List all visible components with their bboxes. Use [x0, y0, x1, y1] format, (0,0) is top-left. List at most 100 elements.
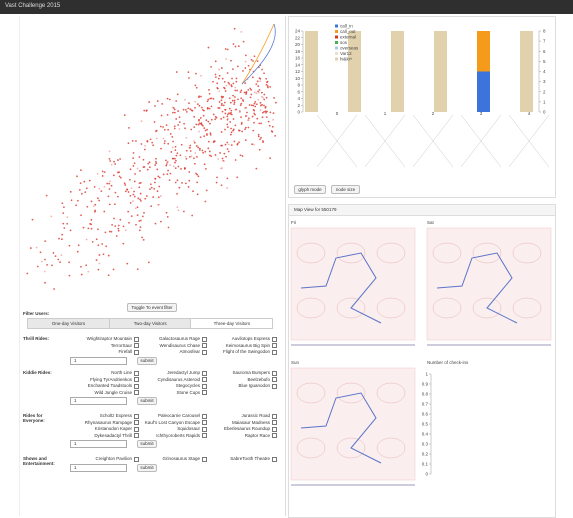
point — [240, 123, 243, 125]
checkbox[interactable] — [133, 336, 139, 342]
point — [108, 203, 111, 206]
checkbox[interactable] — [201, 336, 207, 342]
checkbox[interactable] — [271, 349, 277, 355]
y2-tick-label: 5 — [543, 59, 546, 64]
checkbox[interactable] — [271, 420, 277, 425]
checkbox[interactable] — [133, 377, 139, 382]
point — [224, 48, 227, 50]
checkbox[interactable] — [271, 426, 277, 432]
point — [261, 68, 264, 71]
point — [59, 261, 61, 264]
point — [83, 180, 86, 183]
point — [220, 99, 223, 102]
map-area — [376, 297, 406, 319]
point — [230, 84, 233, 87]
checkbox[interactable] — [133, 426, 139, 432]
point — [212, 141, 215, 144]
submit-button[interactable]: submit — [137, 397, 157, 405]
point — [214, 60, 217, 63]
submit-button[interactable]: submit — [137, 356, 157, 365]
checkbox[interactable] — [201, 343, 207, 348]
checkbox[interactable] — [271, 413, 277, 419]
toggle-button[interactable]: Toggle To event filter — [127, 303, 177, 312]
map-label: Sat — [427, 220, 435, 225]
node-size-button[interactable]: node size — [331, 185, 360, 194]
checkbox[interactable] — [201, 433, 207, 438]
point — [185, 136, 188, 139]
point — [256, 60, 259, 63]
point — [93, 186, 96, 188]
brand[interactable]: Vast Challenge 2015 — [5, 3, 61, 9]
point — [84, 191, 87, 194]
submit-button[interactable]: submit — [137, 463, 157, 472]
tabs: One-day Visitors Two-day Visitors Three-da… — [27, 318, 274, 329]
point — [90, 223, 93, 226]
point — [199, 117, 202, 119]
checkbox[interactable] — [271, 433, 277, 438]
point — [204, 150, 207, 153]
select[interactable]: 1 — [70, 440, 127, 448]
map — [290, 367, 416, 481]
checkbox[interactable] — [133, 420, 139, 425]
select[interactable]: 1 — [70, 463, 127, 472]
checkbox[interactable] — [271, 370, 277, 376]
point — [141, 236, 143, 239]
point — [262, 141, 265, 143]
point — [44, 240, 47, 242]
checkbox[interactable] — [201, 370, 207, 376]
submit-button[interactable]: submit — [137, 440, 157, 448]
tab[interactable]: Three-day Visitors — [190, 318, 274, 329]
checkbox[interactable] — [133, 433, 139, 438]
point — [111, 223, 114, 226]
glyph-button[interactable]: glyph mode — [294, 185, 326, 194]
checkbox[interactable] — [201, 420, 207, 425]
point — [139, 170, 141, 172]
map-area — [472, 242, 502, 264]
point — [124, 229, 127, 232]
tab[interactable]: Two-day Visitors — [108, 318, 192, 329]
checkbox[interactable] — [133, 456, 139, 462]
point — [145, 195, 148, 197]
point — [265, 77, 268, 80]
point — [138, 186, 141, 189]
point — [183, 122, 186, 125]
checkbox[interactable] — [271, 456, 277, 462]
point — [252, 104, 255, 107]
ride-label: Kauf's Lost Canyon Escape — [144, 419, 200, 425]
checkbox[interactable] — [201, 413, 207, 419]
checkbox[interactable] — [201, 426, 207, 432]
ride-label: Scholtz Express — [99, 413, 132, 418]
checkins-tick-label: 0.6 — [422, 412, 429, 417]
checkbox[interactable] — [271, 383, 277, 389]
checkbox[interactable] — [201, 390, 207, 395]
checkbox[interactable] — [133, 390, 139, 395]
point — [135, 223, 137, 226]
checkbox[interactable] — [133, 383, 139, 389]
point — [237, 45, 240, 48]
point — [35, 246, 38, 249]
checkbox[interactable] — [133, 343, 139, 348]
checkbox[interactable] — [133, 349, 139, 355]
checkbox[interactable] — [271, 336, 277, 342]
checkbox[interactable] — [271, 377, 277, 382]
point — [157, 203, 160, 206]
point — [103, 210, 106, 213]
select[interactable]: 1 — [70, 356, 127, 365]
ride-label: Squidosaur — [177, 426, 200, 431]
point — [221, 157, 224, 160]
point — [222, 104, 225, 107]
point — [247, 126, 250, 129]
point — [228, 97, 231, 100]
tab[interactable]: One-day Visitors — [27, 318, 110, 329]
checkbox[interactable] — [201, 383, 207, 389]
ride-label: Flight of the Swingodon — [222, 349, 270, 354]
checkbox[interactable] — [201, 377, 207, 382]
map-area — [512, 242, 542, 264]
select[interactable]: 1 — [70, 397, 127, 405]
checkbox[interactable] — [133, 413, 139, 419]
point — [132, 165, 135, 167]
checkbox[interactable] — [133, 370, 139, 376]
checkbox[interactable] — [201, 456, 207, 462]
checkbox[interactable] — [271, 343, 277, 348]
checkbox[interactable] — [201, 349, 207, 355]
